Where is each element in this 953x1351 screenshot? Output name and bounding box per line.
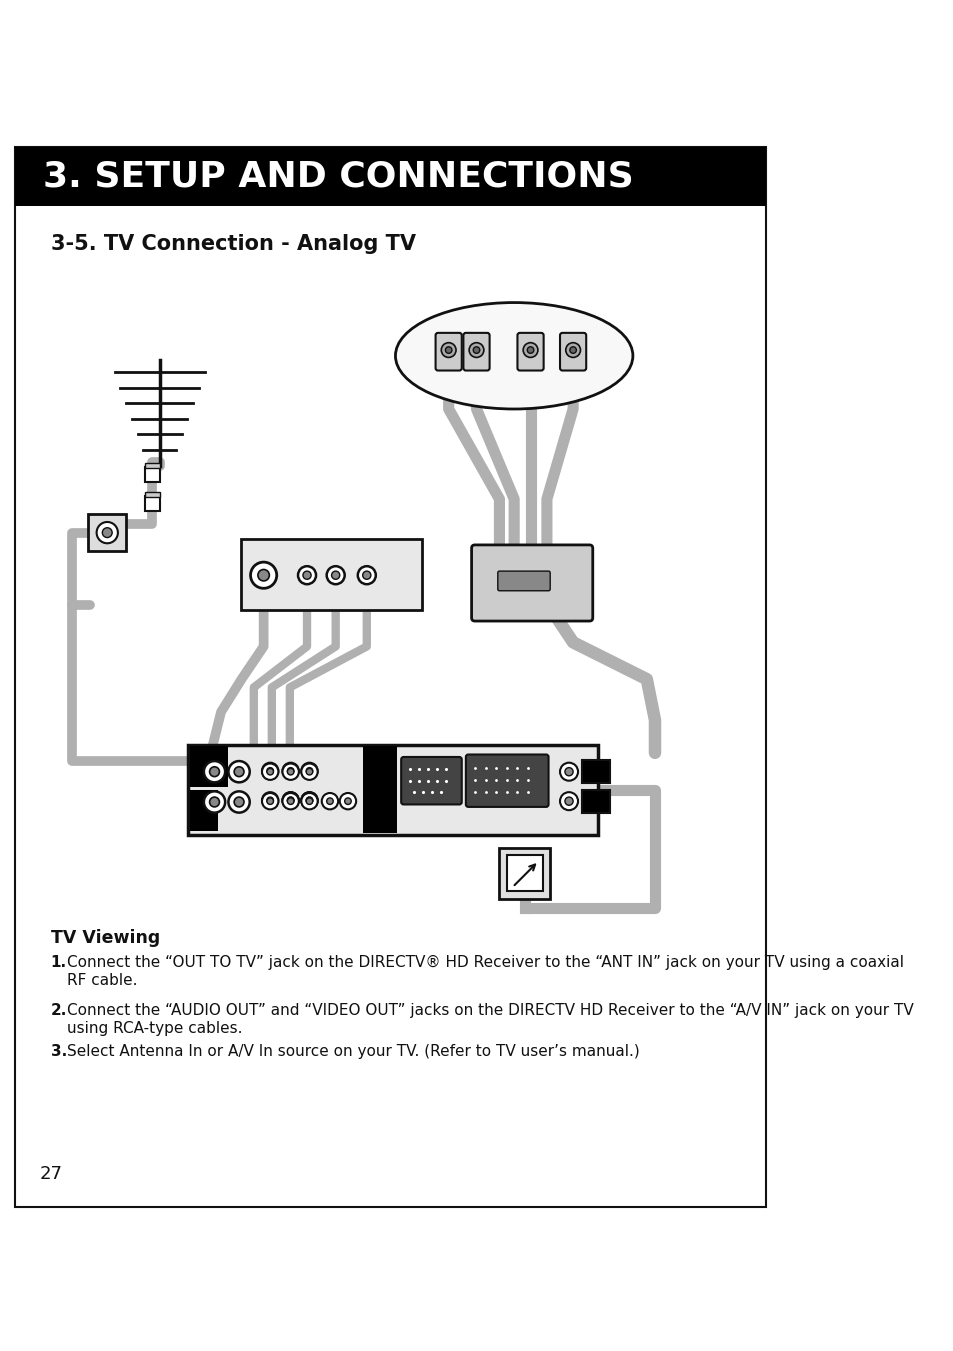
Text: TV Viewing: TV Viewing <box>51 929 160 947</box>
Bar <box>188 744 597 835</box>
Bar <box>145 467 159 482</box>
Circle shape <box>326 566 344 584</box>
FancyBboxPatch shape <box>240 539 422 611</box>
Circle shape <box>303 571 311 580</box>
Circle shape <box>306 797 313 804</box>
Circle shape <box>306 769 313 775</box>
Circle shape <box>321 793 337 809</box>
Bar <box>362 746 396 834</box>
FancyBboxPatch shape <box>465 754 548 807</box>
Bar <box>145 463 159 467</box>
Bar <box>145 492 159 497</box>
Circle shape <box>233 797 244 807</box>
FancyBboxPatch shape <box>497 571 550 590</box>
Ellipse shape <box>395 303 632 409</box>
FancyBboxPatch shape <box>471 544 592 621</box>
Bar <box>190 746 228 788</box>
Circle shape <box>282 763 298 780</box>
Circle shape <box>564 797 573 805</box>
Text: Connect the “OUT TO TV” jack on the DIRECTV® HD Receiver to the “ANT IN” jack on: Connect the “OUT TO TV” jack on the DIRE… <box>67 955 903 970</box>
Circle shape <box>287 769 294 775</box>
Text: Connect the “AUDIO OUT” and “VIDEO OUT” jacks on the DIRECTV HD Receiver to the : Connect the “AUDIO OUT” and “VIDEO OUT” … <box>67 1002 913 1017</box>
Circle shape <box>559 763 578 781</box>
Circle shape <box>287 797 294 804</box>
Circle shape <box>469 343 483 358</box>
Circle shape <box>262 792 278 808</box>
Text: 3. SETUP AND CONNECTIONS: 3. SETUP AND CONNECTIONS <box>43 159 633 193</box>
Circle shape <box>282 793 298 809</box>
Circle shape <box>282 792 298 808</box>
FancyBboxPatch shape <box>436 332 461 370</box>
Circle shape <box>287 767 294 774</box>
Circle shape <box>262 763 278 780</box>
Circle shape <box>445 347 452 354</box>
Circle shape <box>102 528 112 538</box>
Circle shape <box>339 793 355 809</box>
Circle shape <box>344 798 351 804</box>
Circle shape <box>527 347 534 354</box>
Text: 3-5. TV Connection - Analog TV: 3-5. TV Connection - Analog TV <box>51 234 416 254</box>
Circle shape <box>282 792 298 808</box>
FancyBboxPatch shape <box>463 332 489 370</box>
Circle shape <box>267 797 274 804</box>
Text: Select Antenna In or A/V In source on your TV. (Refer to TV user’s manual.): Select Antenna In or A/V In source on yo… <box>67 1043 639 1059</box>
Circle shape <box>267 767 274 774</box>
Text: 2.: 2. <box>51 1002 67 1017</box>
Circle shape <box>204 761 225 782</box>
Text: using RCA-type cables.: using RCA-type cables. <box>67 1020 242 1036</box>
Circle shape <box>251 562 276 588</box>
Circle shape <box>357 566 375 584</box>
Circle shape <box>210 797 219 807</box>
Circle shape <box>210 767 219 777</box>
Circle shape <box>306 767 313 774</box>
Circle shape <box>559 792 578 811</box>
FancyBboxPatch shape <box>506 855 542 892</box>
Circle shape <box>282 763 298 780</box>
Circle shape <box>257 570 269 581</box>
Circle shape <box>473 347 479 354</box>
Circle shape <box>564 767 573 775</box>
Circle shape <box>204 792 225 813</box>
Circle shape <box>262 763 278 780</box>
Circle shape <box>306 797 313 804</box>
Circle shape <box>228 761 250 782</box>
Bar <box>145 496 159 511</box>
FancyBboxPatch shape <box>581 761 609 784</box>
Text: 27: 27 <box>39 1165 62 1182</box>
Circle shape <box>262 793 278 809</box>
Circle shape <box>522 343 537 358</box>
Circle shape <box>301 793 317 809</box>
Circle shape <box>306 798 313 804</box>
Circle shape <box>267 798 274 804</box>
Text: 3.: 3. <box>51 1043 67 1059</box>
Circle shape <box>287 797 294 804</box>
Circle shape <box>326 798 333 804</box>
Circle shape <box>362 571 371 580</box>
Circle shape <box>565 343 579 358</box>
FancyBboxPatch shape <box>401 757 461 804</box>
Circle shape <box>287 798 294 804</box>
Circle shape <box>301 763 317 780</box>
FancyBboxPatch shape <box>499 848 550 898</box>
Circle shape <box>301 792 317 808</box>
Circle shape <box>233 767 244 777</box>
FancyBboxPatch shape <box>581 790 609 813</box>
Circle shape <box>228 792 250 813</box>
Circle shape <box>297 566 315 584</box>
Circle shape <box>332 571 339 580</box>
Circle shape <box>301 763 317 780</box>
FancyBboxPatch shape <box>89 513 126 551</box>
Text: 1.: 1. <box>51 955 67 970</box>
FancyBboxPatch shape <box>517 332 543 370</box>
Circle shape <box>267 769 274 775</box>
Bar <box>190 790 217 831</box>
Circle shape <box>301 792 317 808</box>
Circle shape <box>569 347 576 354</box>
Text: RF cable.: RF cable. <box>67 973 137 988</box>
Circle shape <box>96 521 118 543</box>
Bar <box>14 147 765 205</box>
Circle shape <box>441 343 456 358</box>
FancyBboxPatch shape <box>559 332 585 370</box>
